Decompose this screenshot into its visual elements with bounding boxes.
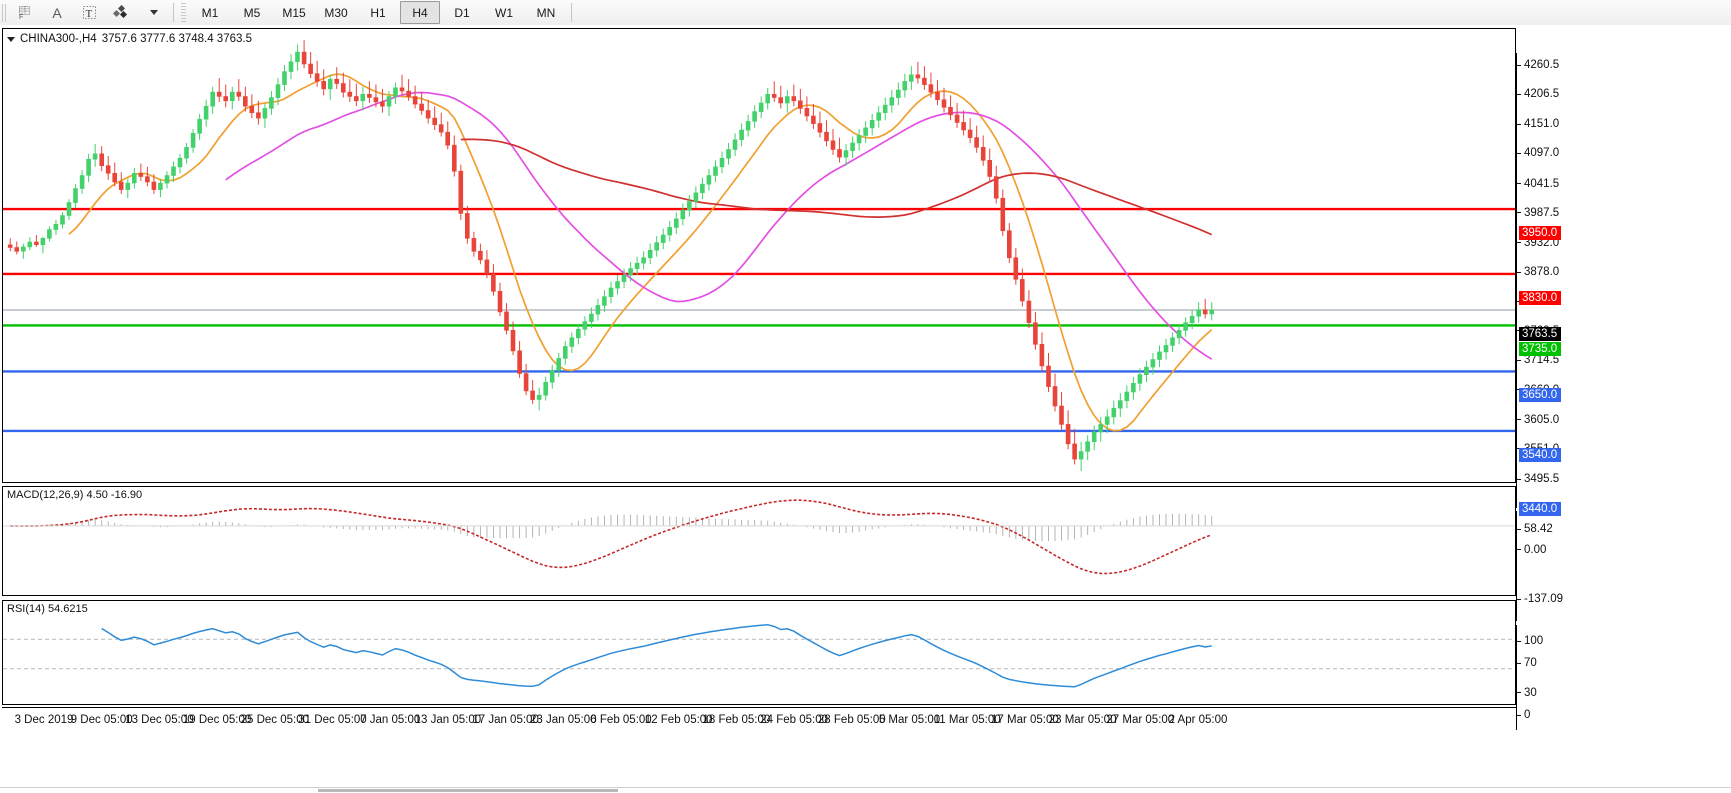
timeframe-h4[interactable]: H4: [400, 1, 440, 24]
timeframe-m15[interactable]: M15: [282, 5, 306, 20]
time-tick-label: 2 Apr 05:00: [1168, 714, 1228, 726]
price-tick-4151-0: 4151.0: [1517, 118, 1559, 130]
time-tick-label: 23 Jan 05:00: [530, 714, 597, 726]
timeframe-d1[interactable]: D1: [454, 5, 470, 20]
time-tick-label: 28 Feb 05:00: [817, 714, 886, 726]
toolbar-separator-end: [571, 3, 572, 22]
time-tick-label: 19 Dec 05:00: [182, 714, 252, 726]
time-tick-label: 13 Jan 05:00: [414, 714, 482, 726]
status-bar: [0, 787, 1731, 793]
timeframe-group-handle[interactable]: [181, 3, 186, 22]
price-pane[interactable]: CHINA300-,H4 3757.6 3777.6 3748.4 3763.5: [2, 28, 1516, 483]
crosshair-f-icon[interactable]: F: [10, 1, 40, 24]
toolbar-drag-handle[interactable]: [2, 3, 6, 22]
price-tick-3605-0: 3605.0: [1517, 414, 1559, 426]
rsi-pane[interactable]: RSI(14) 54.6215: [2, 600, 1516, 705]
price-level-badge-3950-0[interactable]: 3950.0: [1519, 226, 1562, 241]
timeframe-m30[interactable]: M30: [324, 5, 348, 20]
toolbar-separator: [173, 3, 174, 22]
price-tick-4260-5: 4260.5: [1517, 59, 1559, 71]
rsi-tick-0: 0: [1517, 709, 1530, 721]
price-tick-4097-0: 4097.0: [1517, 147, 1559, 159]
time-tick-label: 17 Mar 05:00: [991, 714, 1059, 726]
timeframe-h1[interactable]: H1: [370, 5, 386, 20]
price-tick-3987-5: 3987.5: [1517, 207, 1559, 219]
price-chart-canvas[interactable]: [3, 29, 1515, 482]
macd-pane[interactable]: MACD(12,26,9) 4.50 -16.90: [2, 486, 1516, 596]
rsi-tick-70: 70: [1517, 657, 1537, 669]
price-level-badge-3763-5[interactable]: 3763.5: [1519, 326, 1562, 341]
macd-indicator-label: MACD(12,26,9) 4.50 -16.90: [7, 489, 143, 501]
main-toolbar: F A T M1 M5 M15 M30 H1 H4: [0, 0, 1731, 26]
price-tick-3878-0: 3878.0: [1517, 266, 1559, 278]
timeframe-m5[interactable]: M5: [243, 5, 261, 20]
time-tick-label: 12 Feb 05:00: [644, 714, 713, 726]
time-tick-label: 24 Feb 05:00: [760, 714, 828, 726]
rsi-indicator-label: RSI(14) 54.6215: [7, 603, 88, 615]
time-tick-label: 18 Feb 05:00: [702, 714, 771, 726]
rsi-axis[interactable]: 100 70 30 0: [1516, 625, 1731, 730]
macd-chart-canvas[interactable]: [3, 487, 1515, 595]
time-tick-label: 7 Jan 05:00: [360, 714, 421, 726]
time-tick-label: 6 Feb 05:00: [590, 714, 652, 726]
time-tick-label: 11 Mar 05:00: [933, 714, 1001, 726]
timeframe-w1[interactable]: W1: [495, 5, 513, 20]
time-tick-label: 25 Dec 05:00: [240, 714, 310, 726]
macd-tick-2: -137.09: [1517, 593, 1563, 605]
symbol-info-row: CHINA300-,H4 3757.6 3777.6 3748.4 3763.5: [7, 33, 252, 45]
time-tick-label: 9 Dec 05:00: [70, 714, 133, 726]
rsi-chart-canvas[interactable]: [3, 601, 1515, 704]
price-tick-3495-5: 3495.5: [1517, 473, 1559, 485]
time-tick-label: 23 Mar 05:00: [1048, 714, 1117, 726]
time-tick-label: 27 Mar 05:00: [1106, 714, 1175, 726]
rsi-tick-30: 30: [1517, 687, 1537, 699]
timeframe-mn[interactable]: MN: [536, 5, 556, 20]
horizontal-scrollbar-thumb[interactable]: [318, 789, 618, 792]
symbol-ohlc: 3757.6 3777.6 3748.4 3763.5: [101, 33, 252, 45]
rsi-tick-100: 100: [1517, 635, 1543, 647]
text-label-t-icon[interactable]: T: [74, 1, 104, 24]
chevron-down-icon: [150, 10, 158, 15]
chart-frame: CHINA300-,H4 3757.6 3777.6 3748.4 3763.5…: [0, 25, 1731, 792]
macd-axis[interactable]: 58.42 0.00 -137.09: [1516, 511, 1731, 621]
price-tick-4206-5: 4206.5: [1517, 88, 1559, 100]
time-tick-label: 31 Dec 05:00: [298, 714, 367, 726]
timeframe-m1[interactable]: M1: [201, 5, 219, 20]
svg-text:F: F: [19, 14, 23, 20]
symbol-expand-caret-icon[interactable]: [7, 36, 15, 42]
macd-tick-1: 0.00: [1517, 544, 1546, 556]
objects-list-icon[interactable]: [106, 1, 136, 24]
time-tick-label: 5 Mar 05:00: [878, 714, 941, 726]
price-tick-4041-5: 4041.5: [1517, 178, 1559, 190]
toolbar-dropdown-caret-icon[interactable]: [138, 1, 168, 24]
price-axis[interactable]: 4260.5 4206.5 4151.0 4097.0 4041.5 3987.5 3932…: [1516, 53, 1731, 517]
text-a-glyph: A: [52, 4, 62, 21]
svg-text:T: T: [85, 8, 92, 20]
text-a-icon[interactable]: A: [42, 1, 72, 24]
time-axis[interactable]: 3 Dec 2019 9 Dec 05:00 13 Dec 05:00 19 Dec …: [2, 707, 1516, 735]
price-level-badge-3830-0[interactable]: 3830.0: [1519, 290, 1562, 305]
time-tick-label: 13 Dec 05:00: [125, 714, 194, 726]
price-level-badge-3540-0[interactable]: 3540.0: [1519, 447, 1562, 462]
time-tick-label: 17 Jan 05:00: [472, 714, 539, 726]
price-level-badge-3440-0[interactable]: 3440.0: [1519, 502, 1562, 517]
symbol-name: CHINA300-,H4: [20, 33, 97, 45]
macd-tick-0: 58.42: [1517, 523, 1553, 535]
price-tick-3714-5: 3714.5: [1517, 354, 1559, 366]
time-tick-label: 3 Dec 2019: [14, 714, 74, 726]
price-level-badge-3735-0[interactable]: 3735.0: [1519, 342, 1562, 357]
price-level-badge-3650-0[interactable]: 3650.0: [1519, 388, 1562, 403]
